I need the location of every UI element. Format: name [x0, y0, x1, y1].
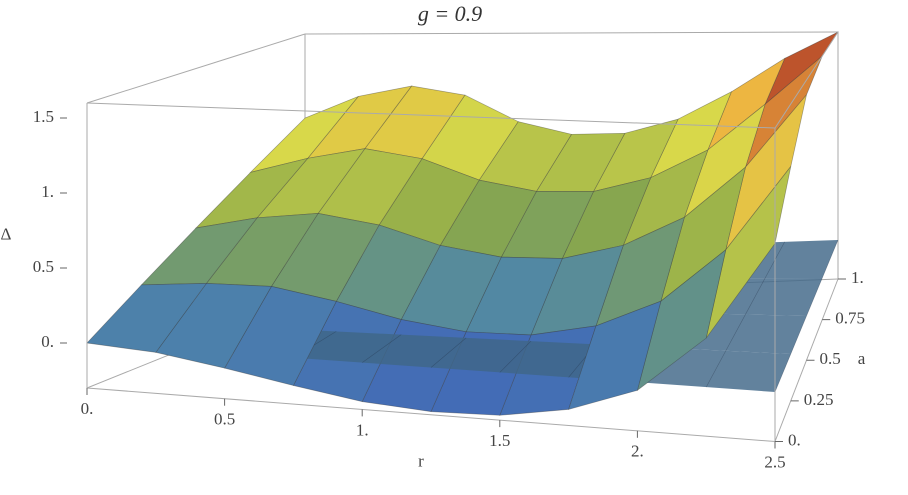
- z-tick-label: 0.5: [33, 257, 54, 276]
- plane-mesh: [774, 353, 792, 393]
- surface-patch: [636, 248, 727, 392]
- plane-mesh: [705, 350, 727, 388]
- plane-mesh: [806, 277, 823, 317]
- x-tick-label: 2.: [631, 442, 644, 461]
- surface-patch: [707, 57, 786, 152]
- z-axis-label: Δ: [1, 224, 12, 243]
- plane-mesh: [499, 340, 532, 373]
- box-edge: [304, 31, 839, 35]
- y-tick-label: 1.: [851, 268, 864, 287]
- surface-patch: [568, 300, 662, 410]
- x-tick-label: 1.5: [489, 431, 510, 450]
- plane-mesh: [790, 315, 807, 355]
- box-edge: [86, 102, 776, 129]
- surface-patch: [725, 94, 807, 251]
- surface-patch: [86, 283, 208, 353]
- y-tick-label: 0.5: [820, 349, 841, 368]
- plane-mesh: [430, 337, 467, 368]
- x-tick-label: 1.: [356, 420, 369, 439]
- x-tick-label: 2.5: [764, 452, 785, 471]
- chart-title: g = 0.9: [418, 1, 482, 26]
- box-edge: [86, 387, 776, 442]
- surface-patch: [500, 191, 595, 259]
- z-tick-label: 1.: [41, 182, 54, 201]
- surface-patch: [194, 157, 309, 229]
- y-tick-label: 0.75: [835, 309, 865, 328]
- x-tick-label: 0.: [81, 399, 94, 418]
- surface-patch: [224, 286, 337, 386]
- z-tick-label: 1.5: [33, 107, 54, 126]
- box-edge: [774, 31, 839, 129]
- plane-mesh: [745, 277, 766, 315]
- surface-patch: [249, 96, 359, 174]
- y-tick-label: 0.25: [804, 390, 834, 409]
- y-tick-label: 0.: [788, 430, 801, 449]
- box-edge: [86, 33, 306, 104]
- y-axis-label: a: [858, 349, 866, 368]
- z-tick-label: 0.: [41, 332, 54, 351]
- plane-mesh: [362, 334, 402, 363]
- surface-patch: [400, 245, 502, 333]
- plane-mesh: [821, 239, 839, 279]
- x-axis-label: r: [418, 452, 424, 471]
- surface-patch: [378, 158, 480, 246]
- x-tick-label: 0.5: [214, 410, 235, 429]
- plane-mesh: [725, 314, 746, 351]
- surface-patch: [478, 121, 573, 192]
